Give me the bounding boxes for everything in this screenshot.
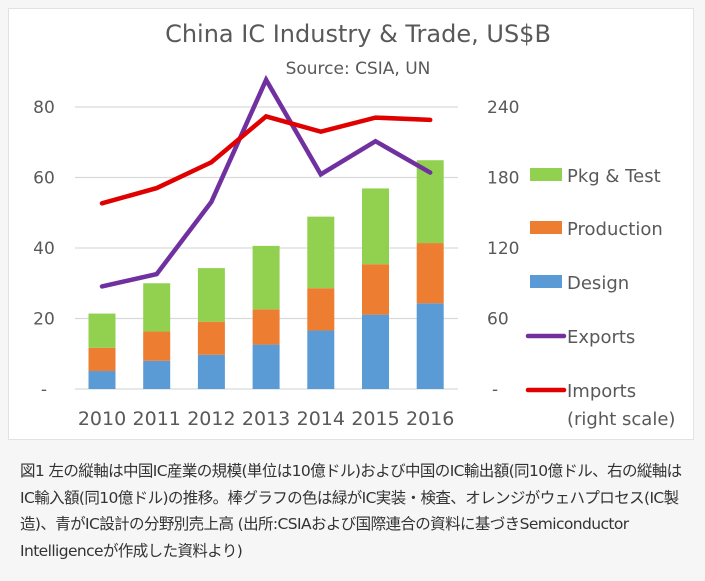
bar-pkg-test-2012 [197,268,225,322]
right-tick-label: 60 [487,310,509,330]
x-tick-label: 2010 [78,408,126,430]
right-tick-label: 120 [487,239,519,259]
x-tick-label: 2013 [242,408,290,430]
bar-pkg-test-2010 [88,313,116,348]
chart: China IC Industry & Trade, US$B Source: … [33,20,675,430]
x-axis: 2010 2011 2012 2013 2014 2015 2016 [78,408,455,430]
bar-production-2012 [197,321,225,355]
bar-production-2016 [416,243,444,304]
legend-swatch-pkg-test [530,168,562,181]
bar-production-2010 [88,347,116,372]
bar-design-2015 [362,314,389,389]
legend-label-note: (right scale) [567,409,675,430]
right-axis: - 60 120 180 240 [487,98,519,400]
bar-pkg-test-2011 [143,283,171,332]
chart-subtitle: Source: CSIA, UN [286,59,431,79]
legend-label: Production [567,219,663,240]
left-tick-label: 40 [33,239,55,259]
x-tick-label: 2014 [297,408,345,430]
left-tick-label: 60 [33,169,55,189]
left-tick-label: 20 [33,310,55,330]
left-tick-label: 80 [33,98,55,118]
bars [88,160,444,389]
bar-design-2014 [307,330,335,389]
bar-design-2010 [88,371,116,389]
left-axis: - 20 40 60 80 [33,98,55,400]
legend-swatch-design [530,275,562,288]
figure-caption: 図1 左の縦軸は中国IC産業の規模(単位は10億ドル)および中国のIC輸出額(同… [20,462,682,560]
bar-pkg-test-2014 [307,216,335,289]
right-tick-label: 180 [487,169,519,189]
legend-label: Pkg & Test [567,166,661,187]
right-tick-label: - [492,380,498,400]
figure-frame [8,8,694,440]
bar-pkg-test-2013 [252,245,280,310]
legend-label: Imports [567,381,636,402]
bar-production-2011 [143,331,171,361]
legend-swatch-production [530,221,562,234]
bar-design-2013 [252,344,280,389]
bar-pkg-test-2015 [362,188,389,265]
chart-title: China IC Industry & Trade, US$B [165,20,551,48]
bar-production-2015 [362,264,389,315]
left-tick-label: - [41,380,47,400]
bar-production-2014 [307,288,335,331]
legend-label: Exports [567,327,635,348]
bar-design-2016 [416,303,444,389]
bar-design-2011 [143,360,171,389]
right-tick-label: 240 [487,98,519,118]
x-tick-label: 2011 [133,408,181,430]
x-tick-label: 2016 [406,408,454,430]
legend: Pkg & Test Production Design Exports Imports… [525,166,675,430]
x-tick-label: 2015 [351,408,399,430]
bar-production-2013 [252,309,280,345]
lines [99,74,433,289]
bar-design-2012 [197,354,225,389]
legend-label: Design [567,273,629,294]
x-tick-label: 2012 [187,408,235,430]
